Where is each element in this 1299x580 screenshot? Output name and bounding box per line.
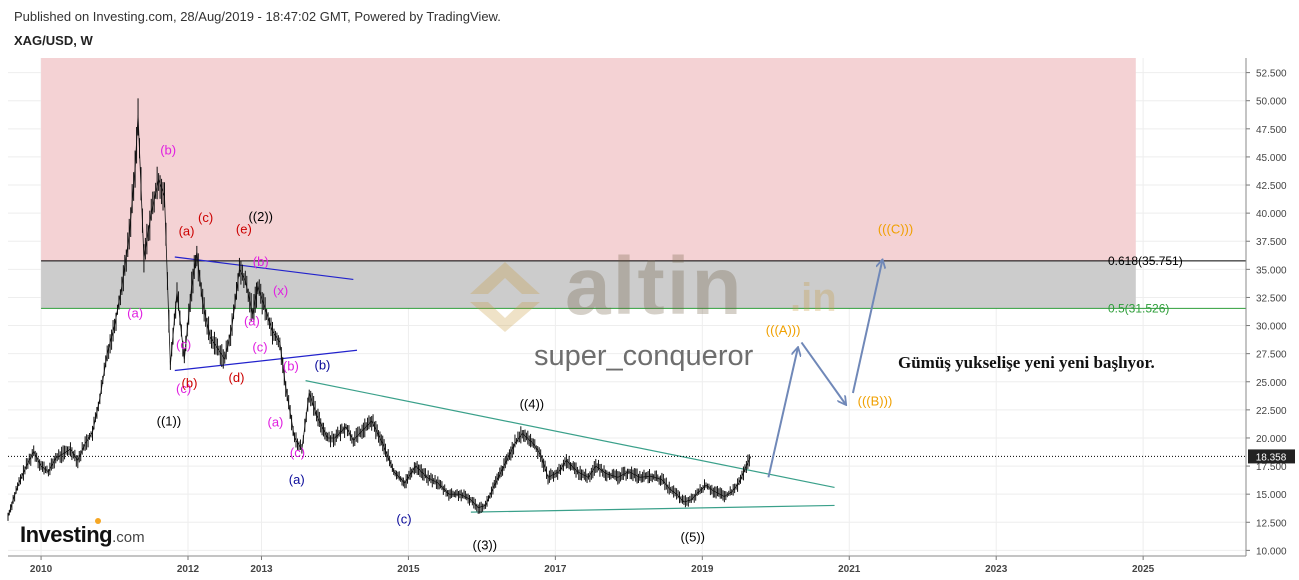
x-tick-label: 2010 — [30, 564, 53, 575]
wave-label: ((5)) — [680, 529, 705, 544]
time-axis: 2010 2012 2013 2015 2017 2019 2021 2023 2025 — [8, 555, 1246, 575]
logo-dot-icon — [95, 518, 101, 524]
y-tick-label: 52.500 — [1256, 69, 1287, 80]
trend-line-green-lower — [470, 504, 835, 513]
y-tick-label: 35.000 — [1256, 265, 1287, 276]
chart-comment: Gümüş yukselişe yeni yeni başlıyor. — [898, 353, 1155, 372]
wave-labels: (b)(a)(c)(c)(a)(c)(b) (d)(e)((2))(b)(x)(a… — [127, 143, 913, 553]
y-tick-label: 15.000 — [1256, 490, 1287, 501]
watermark-word: altin — [565, 241, 744, 332]
wave-label: (c) — [290, 445, 305, 460]
y-tick-label: 27.500 — [1256, 350, 1287, 361]
wave-label: (a) — [244, 314, 260, 329]
price-axis: 52.500 50.000 47.500 45.000 42.500 40.000 37.5… — [1245, 58, 1295, 557]
wave-label: (((C))) — [878, 221, 913, 236]
x-tick-label: 2012 — [177, 564, 200, 575]
x-tick-label: 2017 — [544, 564, 567, 575]
x-tick-label: 2019 — [691, 564, 714, 575]
wave-label: (c) — [396, 511, 411, 526]
logo-brand: Investing — [20, 522, 113, 547]
price-series — [7, 98, 1246, 521]
last-price-badge — [1248, 449, 1295, 464]
logo-tld: .com — [112, 529, 145, 546]
wave-label: ((1)) — [157, 414, 182, 429]
fib-zone-upper — [41, 58, 1136, 261]
wave-label: (c) — [176, 381, 191, 396]
y-tick-label: 50.000 — [1256, 97, 1287, 108]
wave-label: (a) — [289, 472, 305, 487]
author-watermark: super_conqueror — [534, 340, 754, 372]
trend-line-green-upper — [305, 380, 835, 489]
wave-label: (d) — [229, 370, 245, 385]
projection-arrows — [767, 260, 882, 478]
wave-label: (c) — [252, 339, 267, 354]
wave-label: (x) — [273, 283, 288, 298]
wave-label: (((B))) — [858, 393, 893, 408]
y-tick-label: 47.500 — [1256, 125, 1287, 136]
trend-line-blue-upper — [174, 256, 354, 281]
wave-label: (b) — [315, 357, 331, 372]
y-tick-label: 32.500 — [1256, 293, 1287, 304]
wave-label: (a) — [127, 306, 143, 321]
x-tick-label: 2013 — [250, 564, 273, 575]
wave-label: ((3)) — [473, 537, 498, 552]
y-tick-label: 10.000 — [1256, 546, 1287, 557]
x-tick-label: 2021 — [838, 564, 861, 575]
y-tick-label: 17.500 — [1256, 462, 1287, 473]
symbol-title: XAG/USD, W — [14, 33, 93, 48]
fib-lines: 0.618(35.751) 0.5(31.526) — [41, 254, 1246, 315]
investing-logo[interactable]: Investing.com — [20, 518, 145, 548]
trend-line-blue-lower — [174, 349, 358, 372]
x-tick-label: 2025 — [1132, 564, 1155, 575]
y-tick-label: 20.000 — [1256, 434, 1287, 445]
price-line — [7, 115, 752, 517]
wave-label: (b) — [283, 359, 299, 374]
wave-label: (((A))) — [766, 323, 801, 338]
y-tick-label: 37.500 — [1256, 237, 1287, 248]
y-tick-label: 22.500 — [1256, 406, 1287, 417]
y-tick-label: 40.000 — [1256, 209, 1287, 220]
x-tick-label: 2015 — [397, 564, 420, 575]
last-price-label: 18.358 — [1256, 452, 1287, 463]
wave-label: (b) — [182, 375, 198, 390]
projection-arrow — [851, 260, 882, 394]
x-tick-label: 2023 — [985, 564, 1008, 575]
fib-zones — [41, 58, 1136, 309]
page-title: Published on Investing.com, 28/Aug/2019 … — [14, 9, 501, 24]
projection-arrow — [767, 348, 797, 478]
wave-label: ((4)) — [520, 397, 545, 412]
wave-label: (e) — [236, 221, 252, 236]
watermark-tld: .in — [790, 276, 837, 320]
wave-label: (b) — [253, 254, 269, 269]
y-tick-label: 42.500 — [1256, 181, 1287, 192]
watermark-logo-icon — [470, 262, 540, 332]
fib-label: 0.5(31.526) — [1108, 301, 1169, 315]
fib-zone-lower — [41, 260, 1136, 309]
y-tick-label: 30.000 — [1256, 322, 1287, 333]
wave-label: (a) — [267, 415, 283, 430]
y-tick-label: 12.500 — [1256, 518, 1287, 529]
y-tick-label: 45.000 — [1256, 153, 1287, 164]
projection-arrow — [800, 341, 845, 404]
fib-label: 0.618(35.751) — [1108, 254, 1183, 268]
wave-label: (c) — [176, 337, 191, 352]
wave-label: (a) — [179, 224, 195, 239]
y-tick-label: 25.000 — [1256, 378, 1287, 389]
wave-label: (b) — [160, 143, 176, 158]
wave-label: (c) — [198, 210, 213, 225]
wave-label: ((2)) — [248, 209, 273, 224]
